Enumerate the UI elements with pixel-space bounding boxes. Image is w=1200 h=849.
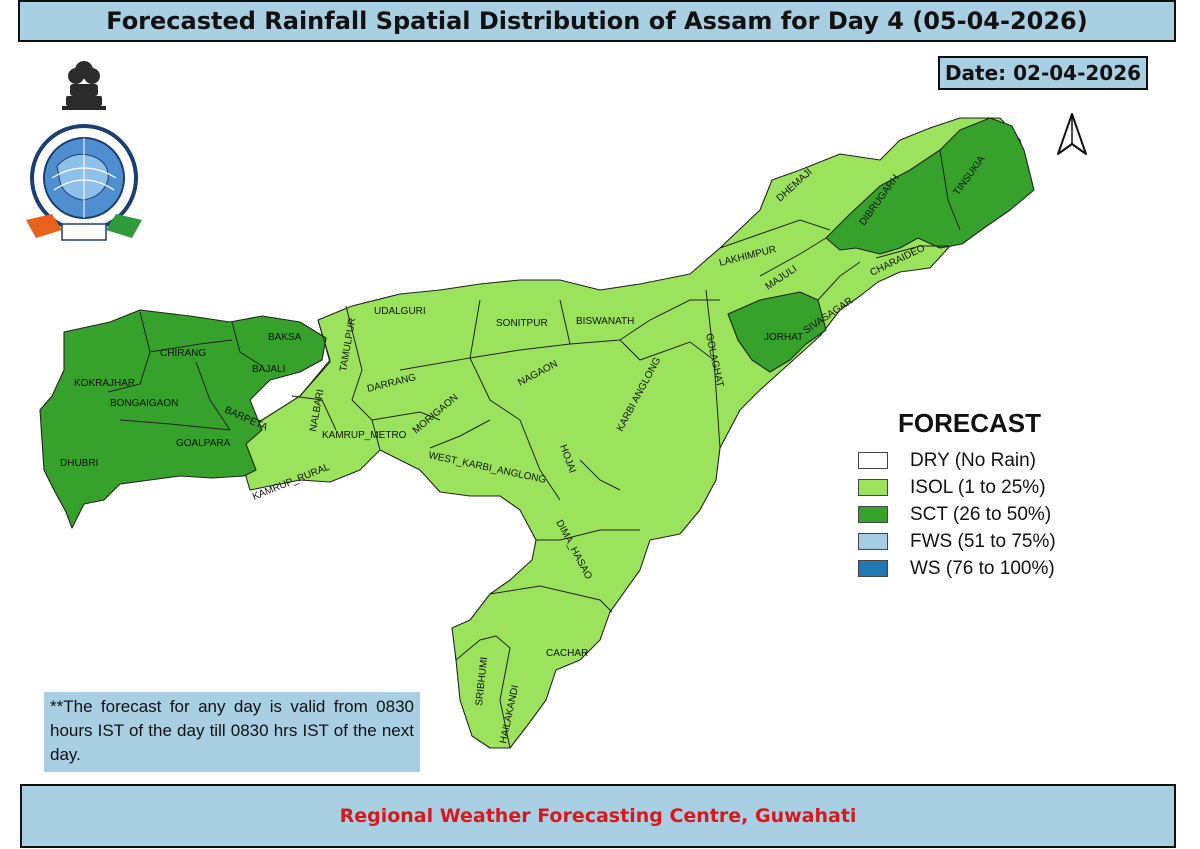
label-cachar: CACHAR [546, 648, 588, 659]
label-udalguri: UDALGURI [374, 306, 426, 317]
label-sonitpur: SONITPUR [496, 318, 548, 329]
validity-note: **The forecast for any day is valid from… [44, 692, 420, 772]
label-dhubri: DHUBRI [60, 458, 98, 469]
legend-title: FORECAST [898, 408, 1041, 438]
district-region-sct-east [825, 117, 1035, 255]
legend-swatch [858, 506, 888, 523]
label-bongaigaon: BONGAIGAON [110, 398, 178, 409]
issue-date: Date: 02-04-2026 [944, 61, 1142, 85]
district-region-sct-west [39, 309, 327, 529]
forecast-legend: FORECAST DRY (No Rain) ISOL (1 to 25%) S… [858, 408, 1118, 582]
label-kamrup-metro: KAMRUP_METRO [322, 430, 407, 441]
legend-item-fws: FWS (51 to 75%) [858, 528, 1118, 555]
district-region-isol [231, 117, 1031, 749]
legend-swatch [858, 452, 888, 469]
legend-item-isol: ISOL (1 to 25%) [858, 474, 1118, 501]
title-bar: Forecasted Rainfall Spatial Distribution… [18, 0, 1176, 42]
page-title: Forecasted Rainfall Spatial Distribution… [106, 7, 1088, 35]
legend-item-dry: DRY (No Rain) [858, 447, 1118, 474]
legend-swatch [858, 533, 888, 550]
label-chirang: CHIRANG [160, 348, 206, 359]
footer-bar: Regional Weather Forecasting Centre, Guw… [20, 784, 1176, 848]
north-arrow-icon [1057, 113, 1087, 155]
label-goalpara: GOALPARA [176, 438, 231, 449]
label-jorhat: JORHAT [764, 332, 803, 343]
legend-item-sct: SCT (26 to 50%) [858, 501, 1118, 528]
label-sribhumi: SRIBHUMI [474, 657, 490, 707]
label-bajali: BAJALI [252, 364, 285, 375]
legend-swatch [858, 560, 888, 577]
imd-emblem-icon [26, 61, 142, 241]
legend-label: WS (76 to 100%) [910, 557, 1055, 579]
legend-swatch [858, 479, 888, 496]
date-box: Date: 02-04-2026 [938, 56, 1148, 90]
legend-label: ISOL (1 to 25%) [910, 476, 1046, 498]
footer-text: Regional Weather Forecasting Centre, Guw… [339, 805, 857, 827]
label-kokrajhar: KOKRAJHAR [74, 378, 135, 389]
label-baksa: BAKSA [268, 332, 302, 343]
legend-label: DRY (No Rain) [910, 449, 1037, 471]
legend-item-ws: WS (76 to 100%) [858, 555, 1118, 582]
district-boundaries [107, 149, 961, 749]
legend-label: FWS (51 to 75%) [910, 530, 1056, 552]
district-region-sct-jorhat [727, 291, 827, 373]
legend-label: SCT (26 to 50%) [910, 503, 1052, 525]
label-biswanath: BISWANATH [576, 316, 634, 327]
